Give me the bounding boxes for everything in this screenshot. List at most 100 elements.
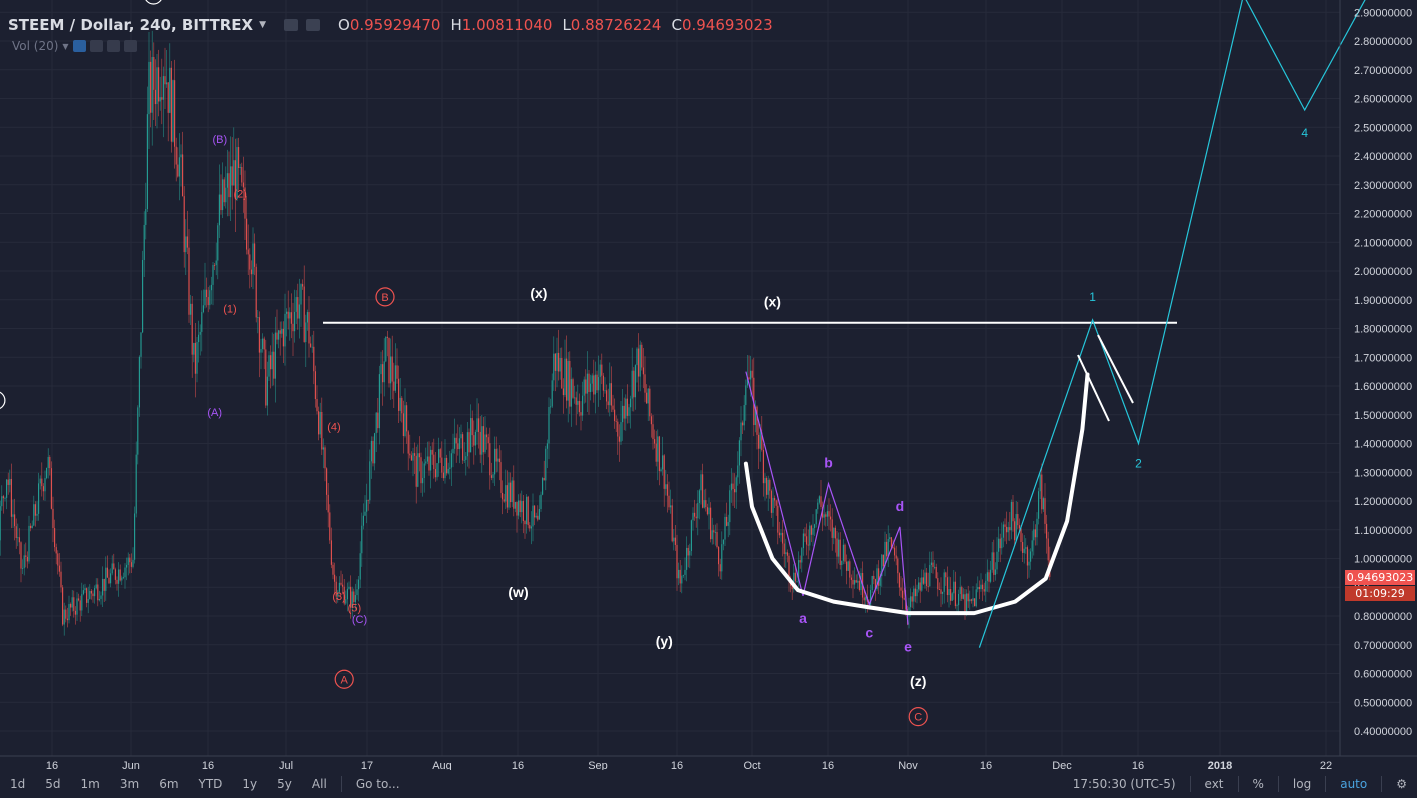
candle-body bbox=[70, 604, 72, 608]
candle-body bbox=[159, 97, 161, 102]
range-button-ytd[interactable]: YTD bbox=[198, 777, 223, 791]
range-button-6m[interactable]: 6m bbox=[159, 777, 179, 791]
candle-body bbox=[457, 443, 459, 450]
candle-body bbox=[103, 578, 105, 591]
candle-body bbox=[831, 519, 833, 538]
volume-label[interactable]: Vol (20) bbox=[12, 39, 59, 53]
range-button-5d[interactable]: 5d bbox=[45, 777, 61, 791]
candle-body bbox=[702, 474, 704, 508]
candle-body bbox=[841, 560, 843, 566]
price-tick-label: 1.70000000 bbox=[1354, 352, 1412, 364]
log-toggle[interactable]: log bbox=[1292, 777, 1312, 791]
candle-body bbox=[271, 351, 273, 370]
candle-body bbox=[695, 516, 697, 519]
candle-body bbox=[750, 370, 752, 380]
symbol-dropdown-icon[interactable]: ▼ bbox=[259, 20, 266, 30]
range-button-3m[interactable]: 3m bbox=[119, 777, 140, 791]
range-button-1d[interactable]: 1d bbox=[10, 777, 26, 791]
candle-body bbox=[439, 449, 441, 458]
goto-button[interactable]: Go to... bbox=[355, 777, 400, 791]
candle-body bbox=[628, 407, 630, 416]
candle-body bbox=[135, 454, 137, 514]
time-tick-label: 22 bbox=[1320, 760, 1332, 772]
candle-body bbox=[766, 478, 768, 495]
candle-body bbox=[570, 379, 572, 407]
candle-body bbox=[108, 577, 110, 584]
candle-body bbox=[242, 182, 244, 188]
candle-body bbox=[814, 524, 816, 529]
candle-body bbox=[122, 577, 124, 579]
candle-body bbox=[810, 525, 812, 535]
volume-add-icon[interactable] bbox=[106, 40, 120, 52]
candle-body bbox=[1007, 527, 1009, 533]
range-button-1m[interactable]: 1m bbox=[80, 777, 100, 791]
candle-body bbox=[182, 154, 184, 197]
volume-remove-icon[interactable] bbox=[123, 40, 137, 52]
wave-label-b: b bbox=[824, 455, 833, 471]
candle-body bbox=[764, 478, 766, 484]
candle-body bbox=[711, 530, 713, 540]
volume-visibility-icon[interactable] bbox=[72, 40, 86, 52]
candle-body bbox=[76, 598, 78, 615]
candle-body bbox=[358, 579, 360, 590]
candle-body bbox=[626, 398, 628, 416]
candle-body bbox=[658, 436, 660, 471]
candle-body bbox=[146, 114, 148, 210]
volume-settings-icon[interactable] bbox=[89, 40, 103, 52]
candle-body bbox=[734, 489, 736, 493]
candle-body bbox=[978, 587, 980, 590]
candle-body bbox=[478, 418, 480, 432]
candle-body bbox=[884, 541, 886, 567]
candle-body bbox=[452, 448, 454, 454]
candle-body bbox=[740, 422, 742, 441]
base-curve bbox=[743, 372, 1090, 616]
candle-body bbox=[620, 422, 622, 442]
range-button-5y[interactable]: 5y bbox=[277, 777, 292, 791]
candle-body bbox=[81, 594, 83, 611]
range-button-1y[interactable]: 1y bbox=[242, 777, 258, 791]
candle-body bbox=[697, 502, 699, 519]
candle-body bbox=[969, 599, 971, 602]
candle-body bbox=[756, 406, 758, 435]
candle-body bbox=[1001, 537, 1003, 549]
candle-body bbox=[566, 358, 568, 401]
price-tick-label: 1.90000000 bbox=[1354, 295, 1412, 307]
candle-body bbox=[895, 555, 897, 559]
candle-body bbox=[1039, 474, 1041, 492]
candle-body bbox=[138, 356, 140, 408]
candle-body bbox=[572, 379, 574, 398]
candle-body bbox=[553, 353, 555, 381]
symbol-title[interactable]: STEEM / Dollar, 240, BITTREX bbox=[8, 16, 254, 34]
ext-toggle[interactable]: ext bbox=[1204, 777, 1224, 791]
candle-body bbox=[639, 344, 641, 377]
candle-body bbox=[847, 561, 849, 571]
settings-icon[interactable] bbox=[284, 19, 298, 31]
candle-body bbox=[887, 539, 889, 557]
wave-labels: iiiivv(B)(A)(C)(1)(2)(3)(4)(5)ABC(x)(x)(… bbox=[0, 0, 1308, 727]
candle-body bbox=[598, 377, 600, 391]
candle-body bbox=[423, 463, 425, 479]
candle-body bbox=[126, 564, 128, 568]
candle-body bbox=[834, 527, 836, 539]
wave-label-n5: (5) bbox=[348, 602, 361, 614]
candle-body bbox=[718, 547, 720, 565]
candle-body bbox=[226, 173, 228, 188]
range-button-all[interactable]: All bbox=[311, 777, 327, 791]
auto-toggle[interactable]: auto bbox=[1340, 777, 1368, 791]
candle-body bbox=[785, 552, 787, 555]
candle-body bbox=[770, 490, 772, 513]
candle-body bbox=[418, 453, 420, 458]
candle-body bbox=[510, 482, 512, 503]
percent-toggle[interactable]: % bbox=[1252, 777, 1264, 791]
wave-label-C_purple: (C) bbox=[352, 614, 367, 626]
candle-body bbox=[836, 538, 838, 557]
volume-dropdown-icon[interactable]: ▼ bbox=[62, 41, 69, 51]
candle-body bbox=[473, 435, 475, 446]
candle-body bbox=[1009, 527, 1011, 531]
candle-body bbox=[44, 478, 46, 492]
visibility-icon[interactable] bbox=[306, 19, 320, 31]
wave-label-x1: (x) bbox=[530, 285, 547, 301]
settings-gear-icon[interactable]: ⚙ bbox=[1396, 777, 1407, 791]
price-tick-label: 1.40000000 bbox=[1354, 439, 1412, 451]
